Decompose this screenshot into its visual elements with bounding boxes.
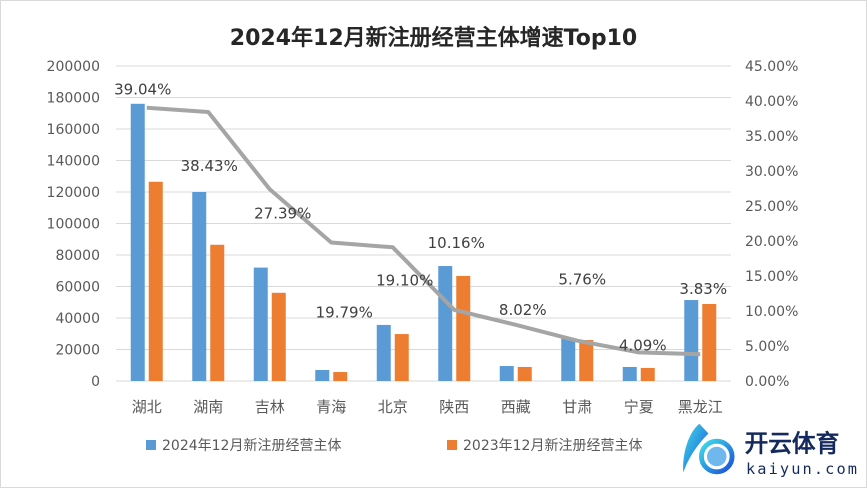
- bar-2024: [376, 324, 391, 381]
- x-tick-label: 黑龙江: [678, 398, 723, 416]
- bar-2023: [702, 303, 717, 381]
- data-label: 19.79%: [316, 303, 373, 321]
- watermark-sub: kaiyun.com: [746, 460, 859, 478]
- y-tick-label: 80000: [55, 248, 100, 264]
- bar-2023: [148, 181, 163, 381]
- data-label: 10.16%: [428, 234, 485, 252]
- x-tick-label: 湖南: [193, 398, 223, 416]
- bar-2023: [271, 292, 286, 381]
- data-label: 4.09%: [619, 336, 667, 354]
- y2-tick-label: 20.00%: [745, 234, 798, 250]
- y-tick-label: 0: [91, 374, 100, 390]
- y2-tick-label: 0.00%: [745, 374, 789, 390]
- y-tick-label: 180000: [47, 91, 100, 107]
- watermark-logo: 开云体育 kaiyun.com: [683, 423, 859, 478]
- watermark-text: 开云体育: [745, 430, 840, 458]
- y2-tick-label: 15.00%: [745, 269, 798, 285]
- bar-2024: [622, 366, 637, 381]
- data-label: 19.10%: [376, 271, 433, 289]
- legend-swatch-2023: [447, 440, 457, 450]
- bar-2024: [561, 338, 576, 381]
- y2-tick-label: 25.00%: [745, 199, 798, 215]
- y2-tick-label: 10.00%: [745, 304, 798, 320]
- chart-title: 2024年12月新注册经营主体增速Top10: [229, 26, 638, 51]
- bar-2023: [517, 366, 532, 381]
- y-tick-label: 60000: [55, 280, 100, 296]
- y-tick-label: 20000: [55, 343, 100, 359]
- y2-tick-label: 5.00%: [745, 339, 789, 355]
- data-label: 27.39%: [254, 204, 311, 222]
- bar-2023: [210, 244, 225, 381]
- y2-tick-label: 40.00%: [745, 94, 798, 110]
- watermark-ring-icon: [698, 438, 735, 475]
- data-label: 39.04%: [114, 81, 171, 99]
- legend-swatch-2024: [146, 440, 156, 450]
- x-tick-label: 西藏: [501, 398, 531, 416]
- x-tick-label: 陕西: [439, 398, 469, 416]
- data-label: 38.43%: [181, 157, 238, 175]
- bar-2024: [192, 192, 207, 381]
- bar-2024: [438, 266, 453, 381]
- bar-2024: [315, 369, 330, 381]
- x-tick-label: 北京: [378, 398, 408, 416]
- y-tick-label: 200000: [47, 59, 100, 75]
- bar-2023: [579, 340, 594, 381]
- x-tick-label: 宁夏: [624, 398, 654, 416]
- bar-2023: [333, 372, 348, 381]
- bar-2024: [499, 366, 514, 381]
- watermark-swoosh-icon: [683, 423, 709, 473]
- x-tick-label: 吉林: [255, 398, 285, 416]
- data-label: 3.83%: [679, 280, 727, 298]
- y-tick-label: 140000: [47, 154, 100, 170]
- bar-2024: [684, 300, 699, 381]
- y-tick-label: 160000: [47, 122, 100, 138]
- x-tick-label: 甘肃: [562, 398, 592, 416]
- x-tick-label: 湖北: [132, 398, 162, 416]
- legend-label-2024: 2024年12月新注册经营主体: [162, 438, 341, 454]
- bar-2023: [394, 334, 409, 381]
- y-tick-label: 40000: [55, 311, 100, 327]
- bar-2024: [130, 103, 145, 382]
- x-tick-label: 青海: [316, 398, 346, 416]
- legend-label-2023: 2023年12月新注册经营主体: [463, 438, 642, 454]
- data-label: 5.76%: [558, 271, 606, 289]
- y2-tick-label: 30.00%: [745, 164, 798, 180]
- y2-tick-label: 45.00%: [745, 59, 798, 75]
- y-tick-label: 120000: [47, 185, 100, 201]
- data-label: 8.02%: [499, 301, 547, 319]
- growth-line: [146, 105, 701, 357]
- watermark-ball-icon: [707, 446, 727, 467]
- bar-2023: [456, 275, 471, 381]
- y-tick-label: 100000: [47, 217, 100, 233]
- y2-tick-label: 35.00%: [745, 129, 798, 145]
- bar-2023: [640, 367, 655, 381]
- bar-2024: [253, 267, 268, 381]
